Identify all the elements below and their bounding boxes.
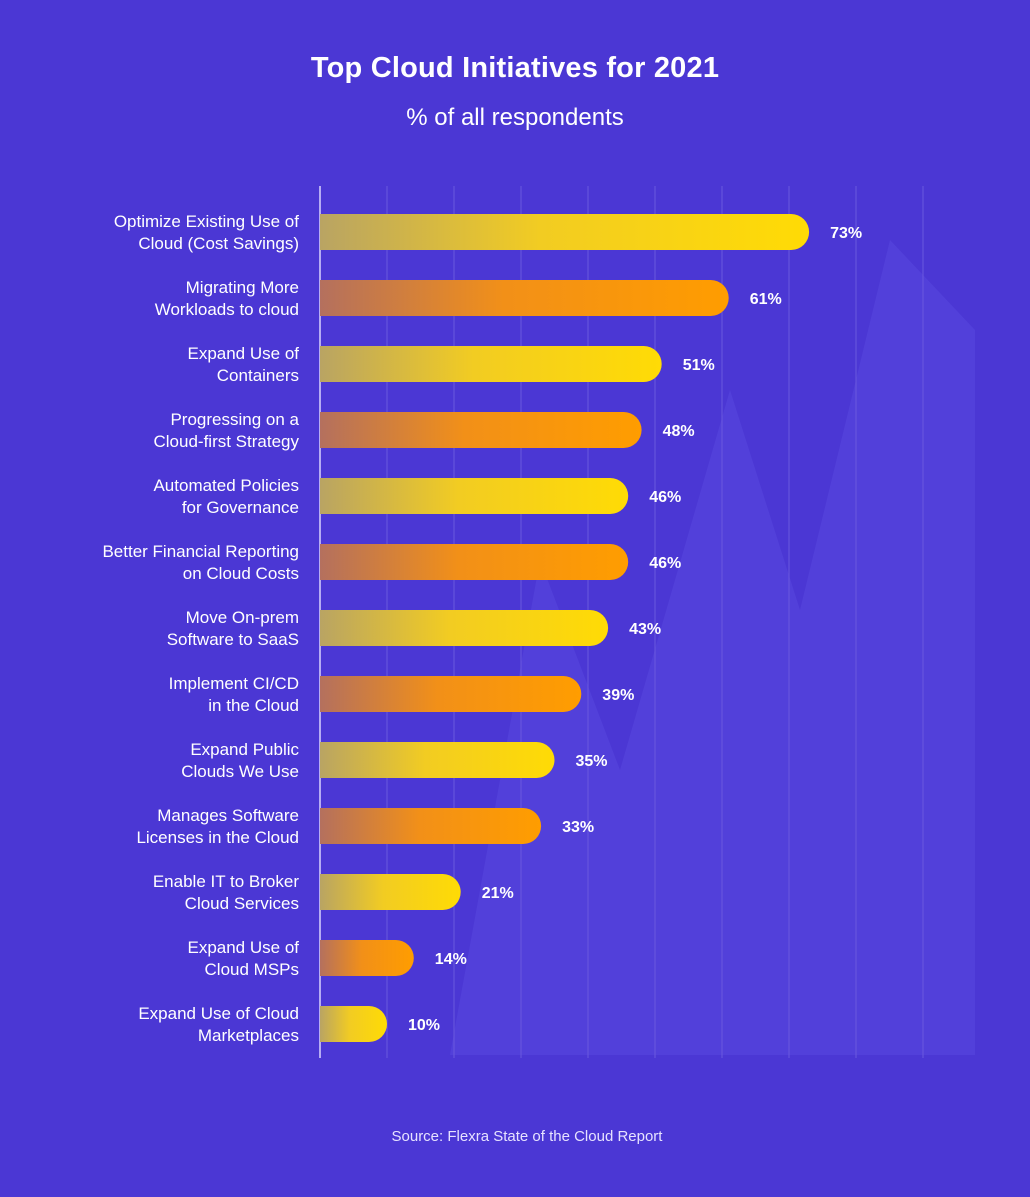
bar [320,412,642,448]
category-label: Implement CI/CD [169,674,299,693]
category-label: Marketplaces [198,1026,299,1045]
bar [320,1006,387,1042]
value-label: 21% [482,885,514,902]
bar [320,280,729,316]
category-label: Cloud MSPs [205,960,299,979]
category-label: Automated Policies [153,476,299,495]
value-label: 48% [663,423,695,440]
value-label: 43% [629,621,661,638]
bar [320,214,810,250]
value-label: 39% [602,687,634,704]
value-label: 51% [683,357,715,374]
value-label: 46% [649,489,681,506]
category-label: Cloud-first Strategy [154,432,300,451]
category-label: Manages Software [157,806,299,825]
category-label: Expand Use of [187,344,299,363]
category-label: for Governance [182,498,299,517]
category-label: on Cloud Costs [183,564,299,583]
category-label: Better Financial Reporting [102,542,299,561]
bar [320,346,662,382]
category-label: Software to SaaS [167,630,299,649]
value-label: 14% [435,951,467,968]
chart-subtitle: % of all respondents [406,104,624,131]
bar [320,808,542,844]
value-label: 10% [408,1017,440,1034]
bar [320,544,629,580]
category-label: Cloud Services [185,894,299,913]
bar [320,940,414,976]
category-label: Expand Public [190,740,299,759]
value-label: 35% [576,753,608,770]
bar [320,874,461,910]
value-label: 73% [830,225,862,242]
category-label: in the Cloud [208,696,299,715]
category-label: Optimize Existing Use of [114,212,299,231]
bar [320,478,629,514]
category-label: Move On-prem [186,608,299,627]
category-label: Progressing on a [170,410,299,429]
value-label: 33% [562,819,594,836]
category-label: Clouds We Use [181,762,299,781]
category-label: Workloads to cloud [155,300,299,319]
category-label: Expand Use of Cloud [138,1004,299,1023]
chart-title: Top Cloud Initiatives for 2021 [310,52,720,84]
bar [320,610,609,646]
bar [320,676,582,712]
source-note: Source: Flexra State of the Cloud Report [391,1128,663,1145]
category-label: Migrating More [186,278,299,297]
category-label: Containers [217,366,299,385]
bar [320,742,555,778]
value-label: 61% [750,291,782,308]
category-label: Enable IT to Broker [153,872,299,891]
value-label: 46% [649,555,681,572]
category-label: Expand Use of [187,938,299,957]
category-label: Cloud (Cost Savings) [138,234,299,253]
background-decoration [450,240,975,1055]
category-label: Licenses in the Cloud [136,828,299,847]
